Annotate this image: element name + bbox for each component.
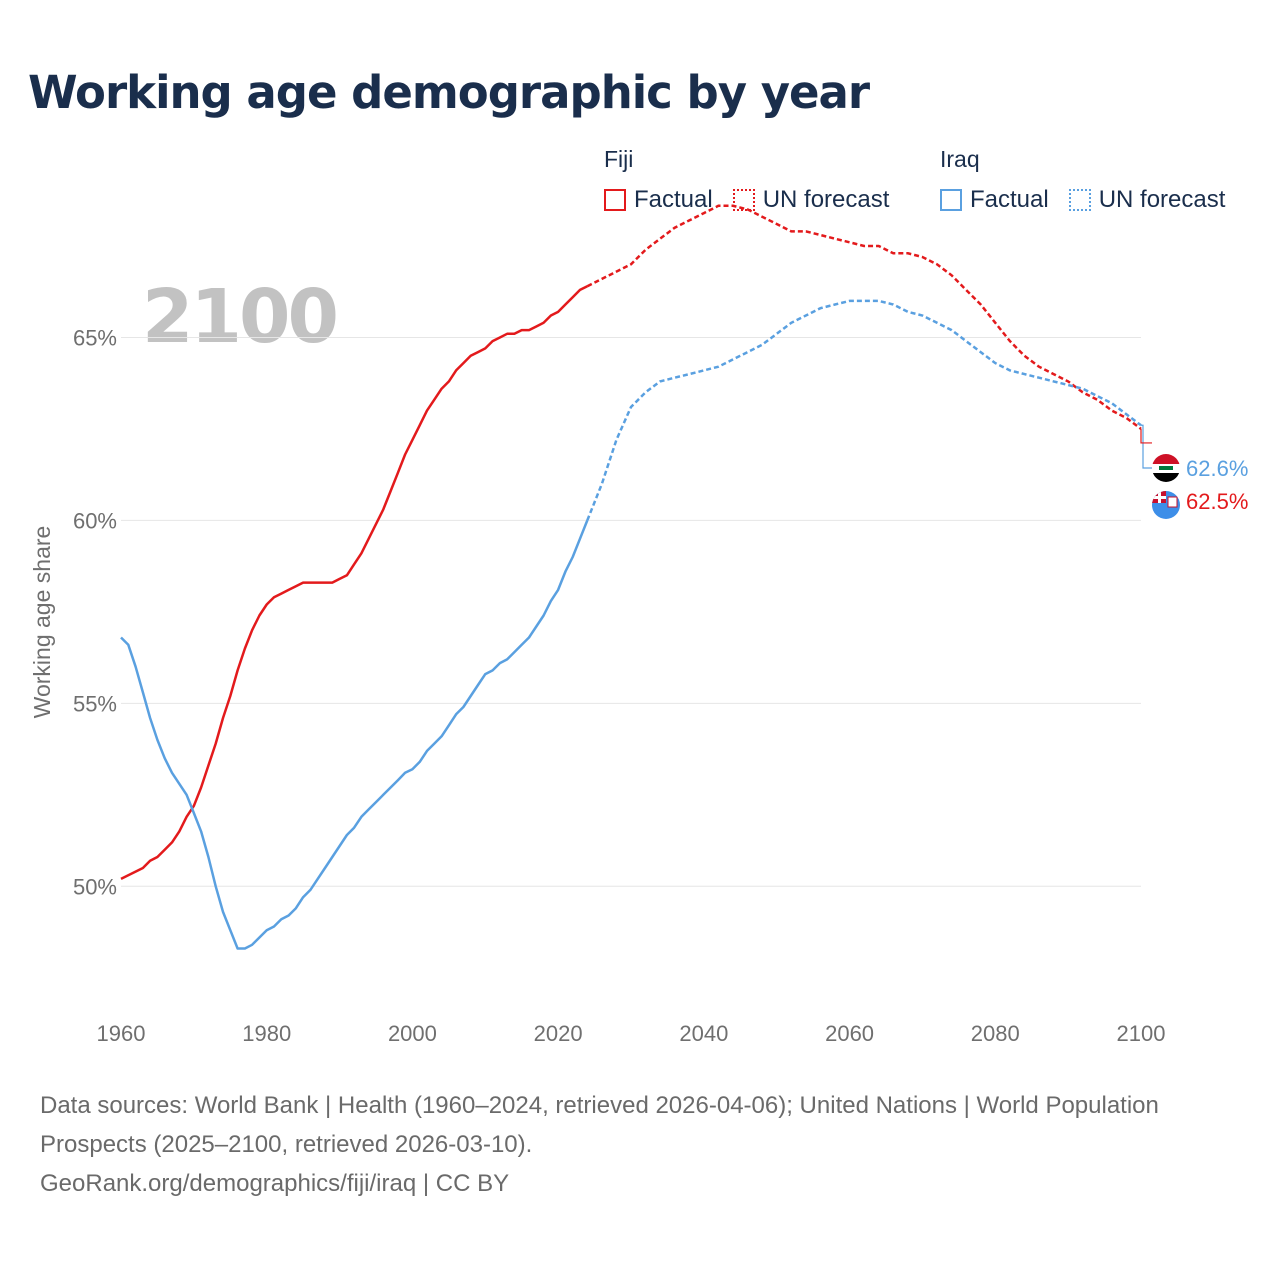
fiji-connector xyxy=(1140,428,1152,444)
legend-item-iraq-forecast[interactable]: UN forecast xyxy=(1068,186,1226,214)
iraq-end-label: 62.6% xyxy=(1186,456,1248,481)
iraq-factual-line[interactable] xyxy=(120,519,589,950)
legend-swatch-dotted xyxy=(732,189,755,211)
x-tick-label: 2060 xyxy=(825,1021,874,1046)
gridlines xyxy=(121,336,1141,887)
y-tick-label: 55% xyxy=(73,691,117,716)
iraq-flag-icon xyxy=(1152,454,1180,482)
legend-swatch-solid xyxy=(940,189,962,211)
y-tick-label: 65% xyxy=(73,325,117,350)
legend-swatch-dotted xyxy=(1068,189,1091,211)
x-tick-label: 2040 xyxy=(679,1021,728,1046)
legend-item-label: UN forecast xyxy=(1098,186,1226,213)
chart-title: Working age demographic by year xyxy=(28,66,870,119)
series-lines xyxy=(120,204,1142,950)
fiji-factual-line[interactable] xyxy=(120,285,588,881)
x-tick-label: 2000 xyxy=(388,1021,437,1046)
iraq-connector xyxy=(1141,424,1152,469)
y-tick-label: 50% xyxy=(73,874,117,899)
x-tick-label: 1960 xyxy=(97,1021,146,1046)
data-sources: Data sources: World Bank | Health (1960–… xyxy=(40,1092,1159,1158)
y-tick-label: 60% xyxy=(73,508,117,533)
footer: Data sources: World Bank | Health (1960–… xyxy=(40,1086,1200,1203)
x-tick-label: 1980 xyxy=(242,1021,291,1046)
axes: 50% 55% 60% 65% 1960 1980 2000 2020 2040 2060 2080… xyxy=(29,325,1165,1046)
fiji-forecast-line[interactable] xyxy=(586,204,1142,430)
legend-group-iraq: Iraq Factual UN forecast xyxy=(940,144,1225,214)
legend-item-label: UN forecast xyxy=(762,186,890,213)
legend-country-label: Iraq xyxy=(940,146,980,172)
end-markers: 62.6% 62.5% xyxy=(1140,424,1248,519)
attribution-link[interactable]: GeoRank.org/demographics/fiji/iraq | CC … xyxy=(40,1170,510,1197)
x-tick-label: 2100 xyxy=(1117,1021,1166,1046)
legend-item-label: Factual xyxy=(634,186,713,213)
x-tick-label: 2080 xyxy=(971,1021,1020,1046)
fiji-end-label: 62.5% xyxy=(1186,489,1248,514)
current-year-label: 2100 xyxy=(142,274,336,360)
legend-item-label: Factual xyxy=(970,186,1049,213)
legend-group-fiji: Fiji Factual UN forecast xyxy=(604,144,889,214)
y-axis-title: Working age share xyxy=(29,526,55,719)
legend-item-fiji-forecast[interactable]: UN forecast xyxy=(732,186,890,214)
legend-swatch-solid xyxy=(604,189,626,211)
legend-item-fiji-factual[interactable]: Factual xyxy=(604,186,713,214)
legend-country-label: Fiji xyxy=(604,146,634,172)
fiji-flag-icon xyxy=(1152,491,1180,519)
iraq-forecast-line[interactable] xyxy=(586,299,1142,521)
x-tick-label: 2020 xyxy=(534,1021,583,1046)
legend-item-iraq-factual[interactable]: Factual xyxy=(940,186,1049,214)
